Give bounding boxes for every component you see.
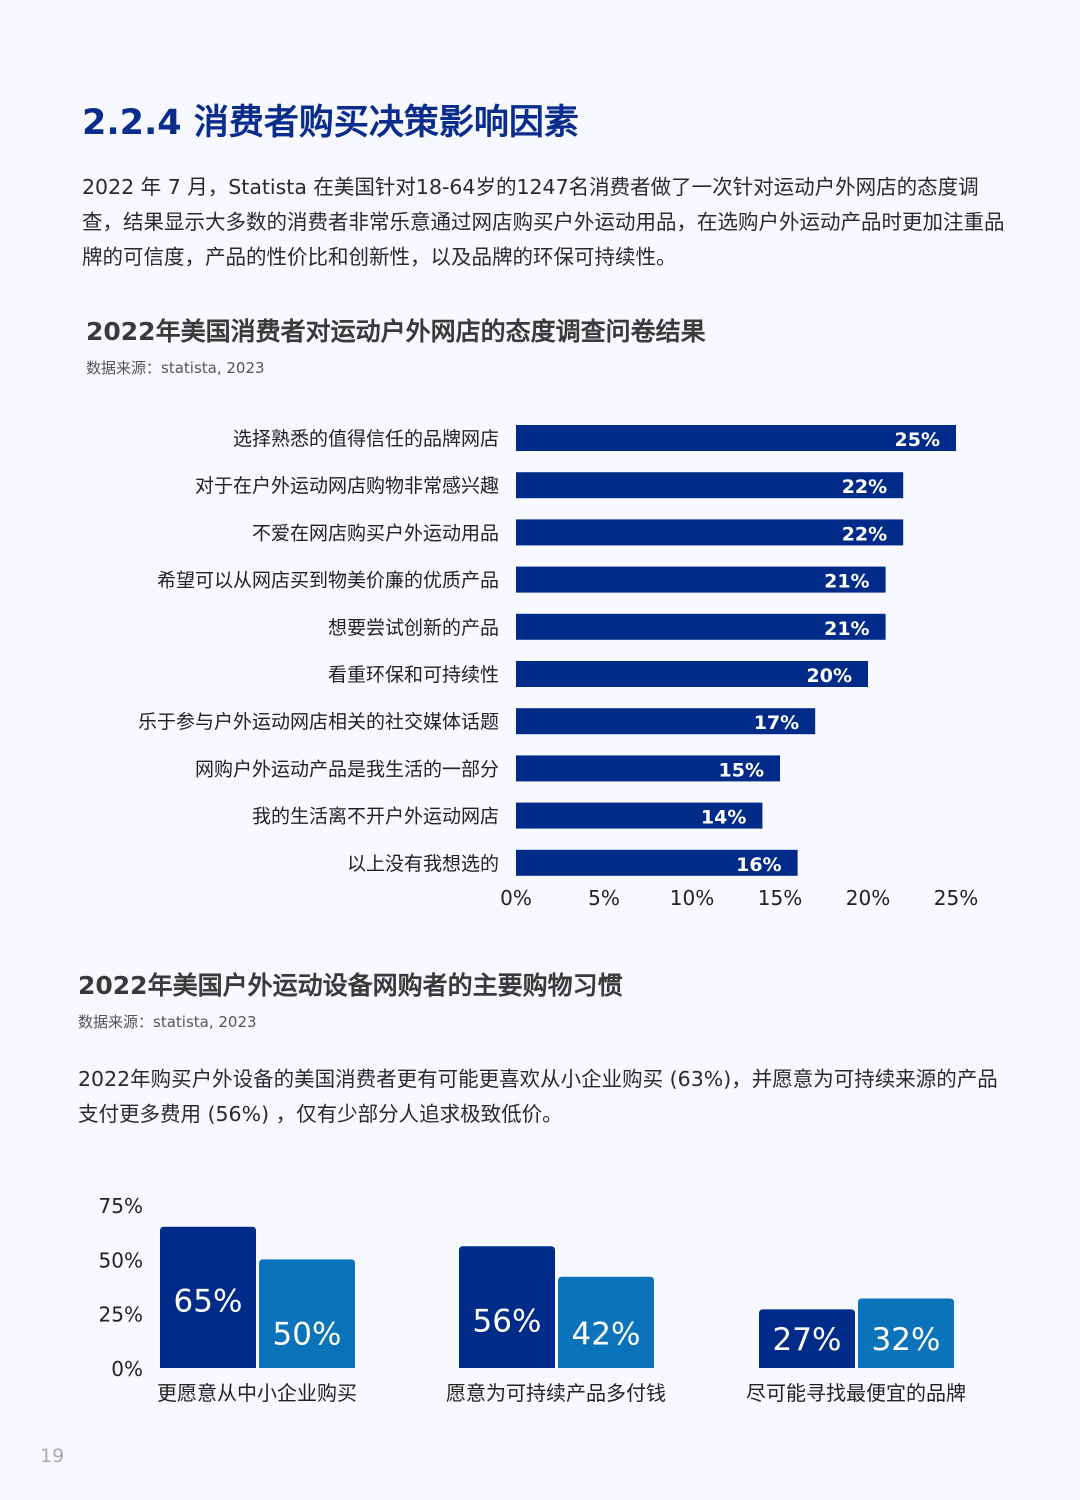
y-tick-label: 0% bbox=[111, 1357, 143, 1381]
page-title: 2.2.4 消费者购买决策影响因素 bbox=[82, 103, 579, 143]
data-label: 22% bbox=[842, 476, 887, 498]
category-label: 看重环保和可持续性 bbox=[328, 664, 499, 686]
data-label: 20% bbox=[807, 665, 852, 687]
chart2-title: 2022年美国户外运动设备网购者的主要购物习惯 bbox=[78, 971, 623, 1000]
data-label: 65% bbox=[174, 1284, 243, 1320]
page-number: 19 bbox=[40, 1445, 65, 1467]
bar bbox=[759, 1309, 855, 1368]
chart1-title: 2022年美国消费者对运动户外网店的态度调查问卷结果 bbox=[86, 317, 706, 346]
horizontal-bar-chart: 选择熟悉的值得信任的品牌网店 25% 对于在户外运动网店购物非常感兴趣 22% 不爱在网… bbox=[138, 425, 978, 910]
bar bbox=[516, 755, 780, 782]
data-label: 22% bbox=[842, 523, 887, 545]
data-label: 15% bbox=[719, 759, 764, 781]
data-label: 21% bbox=[824, 571, 869, 593]
intro-paragraph: 2022 年 7 月，Statista 在美国针对18-64岁的1247名消费者… bbox=[82, 175, 1005, 269]
data-label: 25% bbox=[895, 429, 940, 451]
category-label: 选择熟悉的值得信任的品牌网店 bbox=[233, 428, 499, 450]
category-label: 尽可能寻找最便宜的品牌 bbox=[746, 1381, 966, 1405]
x-tick-label: 20% bbox=[846, 886, 890, 910]
category-label: 想要尝试创新的产品 bbox=[328, 617, 499, 639]
chart2-source: 数据来源：statista, 2023 bbox=[78, 1013, 257, 1031]
bar bbox=[558, 1276, 654, 1368]
x-tick-label: 25% bbox=[934, 886, 978, 910]
bar bbox=[516, 849, 798, 876]
bar bbox=[516, 472, 904, 499]
bar bbox=[858, 1298, 954, 1368]
y-tick-label: 25% bbox=[99, 1303, 143, 1327]
category-label: 以上没有我想选的 bbox=[347, 853, 499, 875]
data-label: 17% bbox=[754, 712, 799, 734]
bar bbox=[516, 802, 763, 829]
data-label: 56% bbox=[473, 1303, 542, 1339]
grouped-bar-chart: 0% 25% 50% 75% 65% 50% 更愿意从中小企业购买 56% 42% 愿意为可持续产… bbox=[99, 1194, 966, 1405]
data-label: 21% bbox=[824, 618, 869, 640]
bar bbox=[516, 661, 868, 687]
x-tick-label: 15% bbox=[758, 886, 802, 910]
bar bbox=[259, 1259, 355, 1368]
x-tick-label: 0% bbox=[500, 886, 532, 910]
data-label: 32% bbox=[872, 1322, 941, 1358]
data-label: 14% bbox=[701, 807, 746, 829]
data-label: 16% bbox=[736, 854, 781, 876]
x-tick-label: 10% bbox=[670, 886, 714, 910]
data-label: 50% bbox=[273, 1316, 342, 1352]
x-tick-label: 5% bbox=[588, 886, 620, 910]
category-label: 希望可以从网店买到物美价廉的优质产品 bbox=[157, 570, 499, 592]
category-label: 我的生活离不开户外运动网店 bbox=[252, 806, 499, 828]
bar bbox=[459, 1246, 555, 1368]
chart1-source: 数据来源：statista, 2023 bbox=[86, 359, 265, 377]
category-label: 网购户外运动产品是我生活的一部分 bbox=[195, 758, 499, 780]
bar bbox=[516, 613, 886, 640]
y-tick-label: 50% bbox=[99, 1248, 143, 1272]
category-label: 愿意为可持续产品多付钱 bbox=[446, 1381, 666, 1405]
chart2-description: 2022年购买户外设备的美国消费者更有可能更喜欢从小企业购买 (63%)，并愿意… bbox=[78, 1067, 998, 1126]
bar bbox=[516, 425, 956, 451]
bar bbox=[516, 708, 816, 735]
bar bbox=[516, 519, 904, 546]
bar bbox=[160, 1226, 256, 1368]
data-label: 27% bbox=[773, 1322, 842, 1358]
y-tick-label: 75% bbox=[99, 1194, 143, 1218]
bar bbox=[516, 566, 886, 593]
category-label: 乐于参与户外运动网店相关的社交媒体话题 bbox=[138, 711, 499, 733]
category-label: 不爱在网店购买户外运动用品 bbox=[252, 522, 499, 544]
data-label: 42% bbox=[572, 1316, 641, 1352]
category-label: 对于在户外运动网店购物非常感兴趣 bbox=[195, 475, 499, 497]
category-label: 更愿意从中小企业购买 bbox=[157, 1381, 357, 1405]
